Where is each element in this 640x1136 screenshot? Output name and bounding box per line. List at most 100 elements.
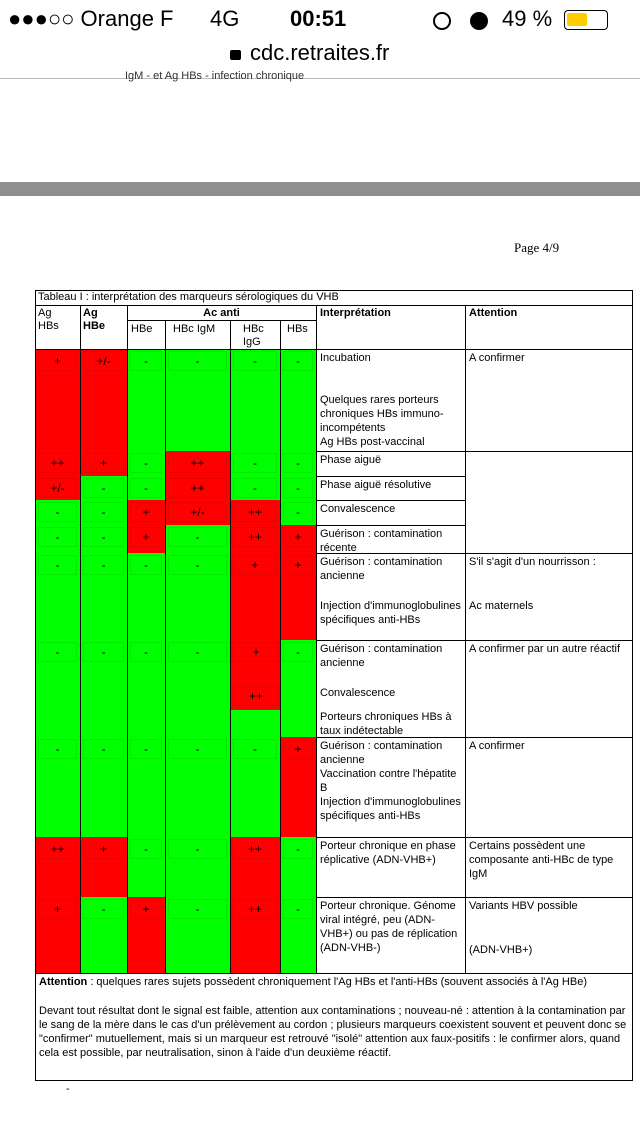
cell-fill: - [280,349,316,451]
cell-fill: - [35,525,80,553]
table-title: Tableau I : interprétation des marqueurs… [38,291,339,303]
marker: +/- [168,502,227,522]
cell-fill: ++ [230,897,280,973]
cell-fill: - [127,476,165,500]
marker: + [233,642,279,662]
cell-fill: + [127,897,165,973]
marker: - [38,527,77,547]
interpretation: Injection d'immunoglobulines spécifiques… [320,796,461,822]
marker: + [283,739,313,759]
header: Interprétation [320,307,391,319]
lock-icon [230,50,241,60]
time: 00:51 [290,6,347,31]
marker: - [168,739,227,759]
cell-fill: - [80,525,127,553]
marker: + [83,453,124,473]
cell-fill: - [165,837,230,897]
cell-fill: + [127,500,165,525]
cell-fill: + [280,553,316,640]
marker: +/- [38,478,77,498]
attention: Ac maternels [469,600,534,612]
marker: - [38,642,77,662]
cell-fill: ++ [230,837,280,897]
rule [230,320,231,973]
marker: - [83,642,124,662]
cell-fill: ++ [230,525,280,553]
marker: ++ [38,453,77,473]
marker: - [283,502,313,522]
rule [465,553,633,554]
marker: - [233,453,277,473]
attention: (ADN-VHB+) [469,944,533,956]
marker: + [38,899,77,919]
cell-fill: - [165,737,230,837]
header: Ag HBs [38,307,59,332]
marker: + [130,502,162,522]
header: HBe [131,323,153,335]
interpretation: Injection d'immunoglobulines spécifiques… [320,600,461,626]
rule [316,476,466,477]
marker: - [283,478,313,498]
battery-level: 49 % [502,6,553,31]
rule [465,897,633,898]
cell-fill: - [280,500,316,525]
interpretation: Guérison : contamination ancienne [320,740,443,766]
rule [35,1080,633,1081]
rule [127,320,316,321]
attention: A confirmer [469,740,525,752]
cell-fill: + [280,737,316,837]
attention: Certains possèdent une composante anti-H… [469,840,614,880]
marker: - [130,351,162,371]
note-text: : quelques rares sujets possèdent chroni… [87,976,587,988]
marker: ++ [233,839,277,859]
cell-fill: - [165,897,230,973]
cell-fill: - [127,837,165,897]
marker: - [130,739,162,759]
rule [632,290,633,1080]
interpretation: Porteur chronique en phase réplicative (… [320,840,456,866]
marker: - [38,739,77,759]
cell-fill: - [280,837,316,897]
rule [35,305,633,306]
cell-fill: - [80,897,127,973]
cell-fill: - [127,640,165,737]
attention: A confirmer par un autre réactif [469,643,621,655]
rule [316,305,317,973]
cell-fill: - [165,349,230,451]
marker: - [283,899,313,919]
header: Ac anti [203,307,240,319]
marker: - [130,642,162,662]
marker: ++ [233,899,277,919]
cell-fill: + [80,451,127,476]
marker: - [83,527,124,547]
rule [465,451,633,452]
header: Attention [469,307,518,319]
cell-fill: - [280,897,316,973]
battery-icon [564,10,608,30]
cell-fill: - [35,640,80,737]
attention: A confirmer [469,352,525,364]
marker: ++ [168,453,227,473]
marker: - [233,478,277,498]
cell-fill: - [127,349,165,451]
cell-fill: - [80,476,127,500]
marker: - [130,555,162,575]
marker: + [233,555,277,575]
marker: ++ [233,686,279,706]
cell-fill: - [80,640,127,737]
cell-fill: - [165,553,230,640]
interpretation: Phase aiguë [320,454,382,466]
cell-fill: ++ [35,451,80,476]
marker: ++ [38,839,77,859]
marker: - [168,839,227,859]
rule [127,305,128,973]
rule [316,897,466,898]
marker: - [168,555,227,575]
dash: - [66,1083,70,1095]
url[interactable]: cdc.retraites.fr [250,40,390,65]
cell-fill: + [35,897,80,973]
cell-fill: + [127,525,165,553]
rule [80,305,81,973]
